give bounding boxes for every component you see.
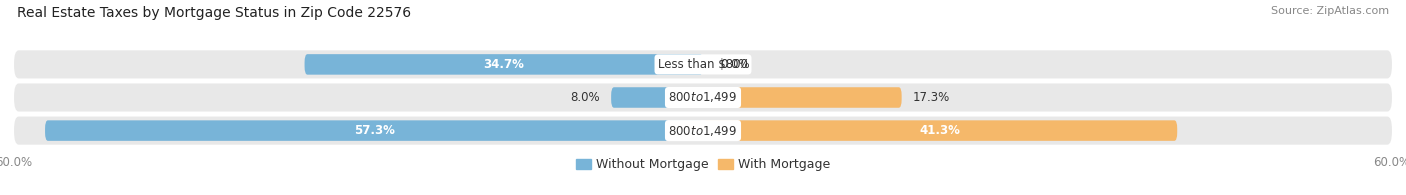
Text: 41.3%: 41.3%	[920, 124, 960, 137]
FancyBboxPatch shape	[14, 83, 1392, 112]
FancyBboxPatch shape	[703, 120, 1177, 141]
FancyBboxPatch shape	[305, 54, 703, 75]
Text: $800 to $1,499: $800 to $1,499	[668, 90, 738, 105]
Text: 34.7%: 34.7%	[484, 58, 524, 71]
FancyBboxPatch shape	[703, 87, 901, 108]
Legend: Without Mortgage, With Mortgage: Without Mortgage, With Mortgage	[571, 153, 835, 176]
FancyBboxPatch shape	[14, 117, 1392, 145]
Text: 8.0%: 8.0%	[569, 91, 599, 104]
FancyBboxPatch shape	[14, 50, 1392, 78]
Text: 57.3%: 57.3%	[353, 124, 395, 137]
Text: Less than $800: Less than $800	[658, 58, 748, 71]
Text: Source: ZipAtlas.com: Source: ZipAtlas.com	[1271, 6, 1389, 16]
FancyBboxPatch shape	[45, 120, 703, 141]
Text: $800 to $1,499: $800 to $1,499	[668, 124, 738, 138]
Text: 0.0%: 0.0%	[720, 58, 749, 71]
Text: 17.3%: 17.3%	[912, 91, 950, 104]
FancyBboxPatch shape	[612, 87, 703, 108]
Text: Real Estate Taxes by Mortgage Status in Zip Code 22576: Real Estate Taxes by Mortgage Status in …	[17, 6, 411, 20]
